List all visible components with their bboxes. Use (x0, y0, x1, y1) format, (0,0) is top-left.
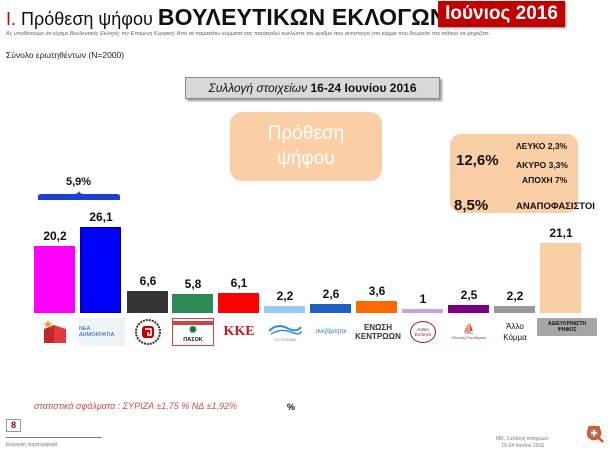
month-badge: Ιούνιος 2016 (438, 1, 565, 27)
bar (127, 291, 168, 313)
bar (448, 304, 489, 313)
intent-line-2: ψήφου (277, 148, 335, 169)
footer-divider (6, 437, 102, 438)
ek-line-1: ΕΝΩΣΗ (363, 323, 393, 332)
pleusi-logo: ⛵ Πλεύση Ελευθερίας (451, 323, 487, 340)
bar (80, 226, 121, 313)
source-note: MR, Συλλογή στοιχείων: 16-24 Ιουνίου 201… (496, 436, 549, 450)
section-number: I. (6, 9, 17, 29)
pasok-logo: ✹ ΠΑΣΟΚ (172, 318, 214, 346)
blank-vote: ΛΕΥΚΟ 2,3% (516, 141, 568, 151)
source-line-1: MR, Συλλογή στοιχείων: (496, 436, 550, 442)
sample-size: Σύνολο ερωτηθέντων (N=2000) (6, 50, 125, 60)
undecided-line-1: ΑΔΙΕΥΚΡΙΝΙΣΤΗ (547, 321, 587, 327)
statistical-errors: στατιστικά σφάλματα : ΣΥΡΙΖΑ ±1,75 % ΝΔ … (34, 401, 237, 411)
intent-line-1: Πρόθεση (267, 123, 345, 144)
bar-value-label: 5,8 (184, 276, 202, 291)
bar (402, 309, 443, 313)
gap-annotation: 5,9% (66, 176, 92, 188)
collection-period-box: Συλλογή στοιχείων 16-24 Ιουνίου 2016 (185, 77, 440, 99)
invalid-votes-box (450, 134, 578, 213)
potami-logo-text: ΤΟ ΠΟΤΑΜΙ (274, 336, 296, 342)
abstain: ΑΠΟΧΗ 7% (522, 175, 568, 185)
title-main: ΒΟΥΛΕΥΤΙΚΩΝ ΕΚΛΟΓΩΝ (157, 4, 447, 30)
void-vote: ΑΚΥΡΟ 3,3% (516, 160, 568, 170)
bar (494, 305, 535, 313)
bar-value-label: 2,2 (506, 288, 524, 303)
kke-logo: ΚΚΕ (223, 324, 255, 339)
bar-value-label: 6,1 (230, 275, 248, 290)
other-line-2: Κόμμα (503, 333, 527, 342)
pasok-logo-text: ΠΑΣΟΚ (183, 337, 203, 343)
bar (540, 243, 581, 313)
syriza-logo (34, 318, 76, 346)
potami-logo: ΤΟ ΠΟΤΑΜΙ (264, 318, 306, 346)
golden-dawn-logo (127, 318, 169, 346)
page-title: I. Πρόθεση ψήφου ΒΟΥΛΕΥΤΙΚΩΝ ΕΚΛΟΓΩΝ (6, 4, 447, 31)
question-text: Ας υποθέσουμε ότι είχαμε Βουλευτικές Εκλ… (6, 31, 491, 37)
brace-icon (38, 191, 120, 200)
bar-value-label: 21,1 (549, 226, 573, 241)
percent-unit: % (287, 402, 296, 412)
bar-value-label: 2,5 (460, 287, 478, 302)
bar (172, 293, 213, 313)
pleusi-logo-text: Πλεύση Ελευθερίας (451, 334, 487, 340)
bar (218, 292, 259, 313)
section-name: Εκλογική συμπεριφορά (6, 442, 58, 448)
title-prefix: Πρόθεση ψήφου (21, 9, 153, 29)
le-logo-text: Λαϊκή Ενότητα (410, 321, 436, 343)
page-number: 8 (6, 419, 21, 432)
bar (264, 305, 305, 313)
bar (34, 246, 75, 313)
bar (356, 301, 397, 313)
bar-value-label: 2,6 (322, 287, 340, 302)
source-line-2: 16-24 Ιουνίου 2016 (501, 443, 545, 449)
ek-line-2: ΚΕΝΤΡΩΩΝ (355, 332, 401, 341)
collection-label: Συλλογή στοιχείων (208, 81, 308, 95)
undecided-vote-label: ΑΔΙΕΥΚΡΙΝΙΣΤΗ ΨΗΦΟΣ (537, 318, 597, 336)
bar-value-label: 3,6 (368, 284, 386, 299)
vote-intent-box: Πρόθεση ψήφου (230, 112, 382, 181)
bar-value-label: 1 (419, 292, 427, 306)
ek-logo: ΕΝΩΣΗ ΚΕΝΤΡΩΩΝ (355, 318, 401, 346)
invalid-total: 12,6% (456, 152, 499, 169)
undecided-line-2: ΨΗΦΟΣ (557, 327, 577, 333)
anel-logo: ανεξάρτητοι (315, 329, 347, 335)
other-party-label: Άλλο Κόμμα (494, 318, 536, 346)
company-logo-icon (586, 425, 604, 443)
bar-value-label: 26,1 (89, 209, 113, 224)
other-line-1: Άλλο (506, 322, 524, 331)
bar-value-label: 20,2 (43, 229, 67, 244)
nd-logo: ΝΕΑ ΔΗΜΟΚΡΑΤΙΑ (79, 318, 125, 346)
undecided-value: 8,5% (454, 197, 489, 214)
bar-value-label: 6,6 (139, 274, 157, 289)
bar-value-label: 2,2 (276, 288, 294, 303)
bar (310, 304, 351, 313)
collection-dates: 16-24 Ιουνίου 2016 (310, 81, 417, 95)
laiki-enotita-logo: Λαϊκή Ενότητα (402, 318, 444, 346)
undecided-label: ΑΝΑΠΟΦΑΣΙΣΤΟΙ (516, 201, 595, 212)
